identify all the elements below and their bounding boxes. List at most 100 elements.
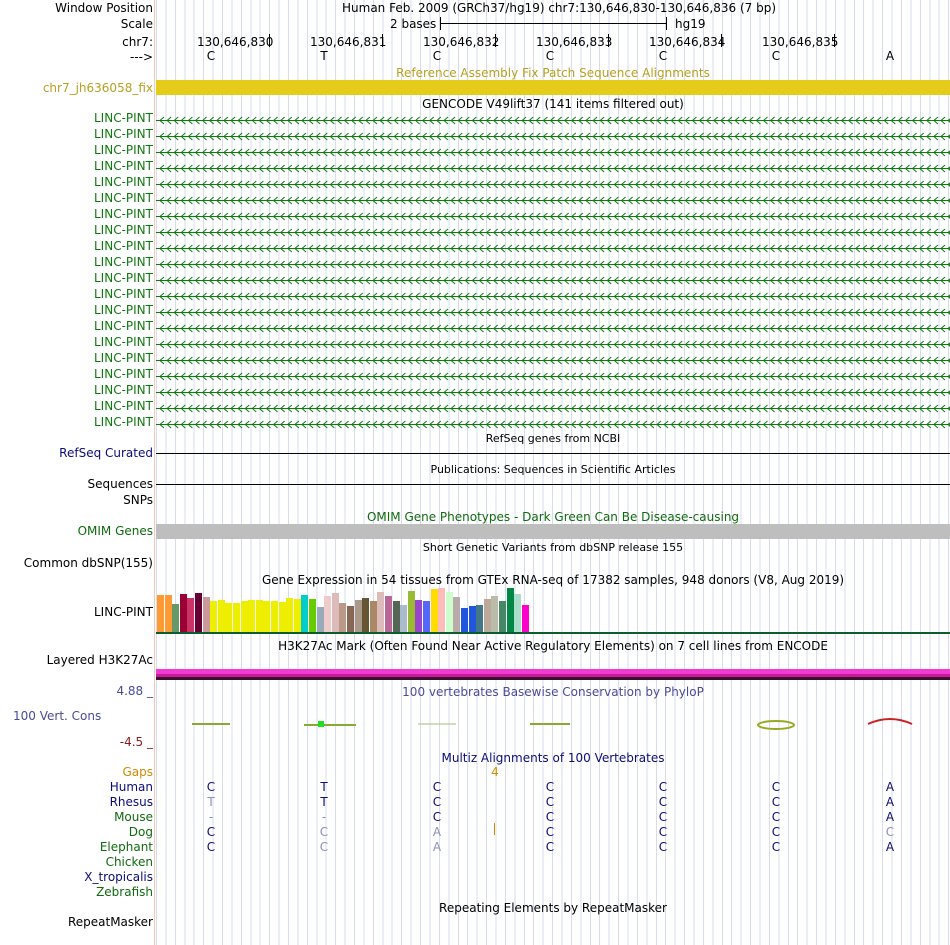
h3k27ac-track-title[interactable]: H3K27Ac Mark (Often Found Near Active Re… [278, 639, 828, 653]
gtex-tissue-bar[interactable] [286, 598, 294, 632]
gtex-tissue-bar[interactable] [172, 604, 180, 632]
gtex-tissue-bar[interactable] [438, 588, 446, 632]
refseq-track-label[interactable]: RefSeq Curated [59, 446, 153, 460]
gtex-tissue-bar[interactable] [248, 600, 256, 632]
gencode-transcript[interactable] [156, 162, 950, 173]
gencode-item-label[interactable]: LINC-PINT [94, 207, 153, 221]
gtex-tissue-bar[interactable] [423, 601, 430, 632]
gtex-tissue-bar[interactable] [233, 603, 240, 632]
gtex-tissue-bar[interactable] [430, 589, 438, 632]
gencode-transcript[interactable] [156, 370, 950, 381]
gtex-tissue-bar[interactable] [164, 595, 172, 632]
gtex-tissue-bar[interactable] [324, 596, 332, 632]
gtex-tissue-bar[interactable] [506, 588, 514, 632]
gencode-transcript[interactable] [156, 354, 950, 365]
refseq-track-title[interactable]: RefSeq genes from NCBI [485, 432, 621, 445]
publications-label[interactable]: Sequences [87, 477, 153, 491]
species-label[interactable]: Zebrafish [96, 885, 153, 899]
species-label[interactable]: Rhesus [109, 795, 153, 809]
gtex-tissue-bar[interactable] [453, 597, 461, 632]
gtex-tissue-bar[interactable] [461, 608, 468, 632]
gtex-track-label[interactable]: LINC-PINT [94, 605, 153, 619]
gtex-tissue-bar[interactable] [377, 592, 385, 632]
gtex-tissue-bar[interactable] [339, 603, 347, 632]
h3k27ac-track-label[interactable]: Layered H3K27Ac [46, 653, 153, 667]
gtex-tissue-bar[interactable] [240, 601, 248, 632]
gtex-tissue-bar[interactable] [347, 606, 354, 632]
gtex-tissue-bar[interactable] [225, 603, 233, 632]
gtex-tissue-bar[interactable] [316, 607, 324, 632]
species-label[interactable]: Human [109, 780, 153, 794]
gtex-tissue-bar[interactable] [217, 600, 225, 632]
species-label[interactable]: Chicken [105, 855, 153, 869]
fix-track-title[interactable]: Reference Assembly Fix Patch Sequence Al… [396, 66, 710, 80]
gencode-transcript[interactable] [156, 338, 950, 349]
gtex-tissue-bar[interactable] [263, 601, 271, 632]
species-label[interactable]: Mouse [114, 810, 153, 824]
dbsnp-track-title[interactable]: Short Genetic Variants from dbSNP releas… [422, 541, 684, 554]
gencode-item-label[interactable]: LINC-PINT [94, 383, 153, 397]
gencode-track-title[interactable]: GENCODE V49lift37 (141 items filtered ou… [422, 97, 684, 111]
gencode-transcript[interactable] [156, 242, 950, 253]
species-label[interactable]: X_tropicalis [84, 870, 153, 884]
gencode-transcript[interactable] [156, 226, 950, 237]
gtex-tissue-bar[interactable] [392, 601, 400, 632]
dbsnp-track-label[interactable]: Common dbSNP(155) [23, 556, 153, 570]
gencode-item-label[interactable]: LINC-PINT [94, 175, 153, 189]
fix-track-label[interactable]: chr7_jh636058_fix [42, 81, 153, 95]
gencode-transcript[interactable] [156, 258, 950, 269]
gencode-item-label[interactable]: LINC-PINT [94, 319, 153, 333]
gtex-tissue-bar[interactable] [331, 593, 339, 632]
gencode-item-label[interactable]: LINC-PINT [94, 399, 153, 413]
gencode-item-label[interactable]: LINC-PINT [94, 335, 153, 349]
gencode-item-label[interactable]: LINC-PINT [94, 127, 153, 141]
gencode-item-label[interactable]: LINC-PINT [94, 143, 153, 157]
omim-track-label[interactable]: OMIM Genes [77, 524, 153, 538]
gencode-item-label[interactable]: LINC-PINT [94, 111, 153, 125]
gtex-tissue-bar[interactable] [468, 606, 476, 632]
gtex-tissue-bar[interactable] [255, 600, 263, 632]
gencode-item-label[interactable]: LINC-PINT [94, 159, 153, 173]
gencode-transcript[interactable] [156, 130, 950, 141]
gtex-tissue-bar[interactable] [187, 598, 195, 632]
conservation-track-title[interactable]: 100 vertebrates Basewise Conservation by… [402, 685, 704, 699]
gtex-tissue-bar[interactable] [293, 599, 301, 632]
gencode-transcript[interactable] [156, 114, 950, 125]
gtex-tissue-bar[interactable] [157, 595, 164, 632]
gencode-transcript[interactable] [156, 402, 950, 413]
multiz-track-title[interactable]: Multiz Alignments of 100 Vertebrates [441, 751, 665, 765]
gtex-tissue-bar[interactable] [385, 596, 392, 632]
gencode-transcript[interactable] [156, 386, 950, 397]
gtex-tissue-bar[interactable] [476, 605, 484, 632]
gencode-transcript[interactable] [156, 418, 950, 429]
gtex-tissue-bar[interactable] [514, 594, 522, 632]
gtex-tissue-bar[interactable] [407, 591, 415, 632]
gtex-tissue-bar[interactable] [400, 605, 408, 632]
omim-phenotype-bar[interactable] [156, 524, 950, 539]
gtex-track-title[interactable]: Gene Expression in 54 tissues from GTEx … [261, 573, 845, 587]
gtex-tissue-bar[interactable] [195, 593, 202, 632]
gencode-transcript[interactable] [156, 194, 950, 205]
gtex-tissue-bar[interactable] [445, 592, 453, 632]
gencode-transcript[interactable] [156, 210, 950, 221]
gencode-item-label[interactable]: LINC-PINT [94, 239, 153, 253]
publications-track-title[interactable]: Publications: Sequences in Scientific Ar… [430, 463, 676, 476]
repeatmasker-track-label[interactable]: RepeatMasker [67, 915, 153, 929]
gencode-transcript[interactable] [156, 306, 950, 317]
gtex-tissue-bar[interactable] [278, 602, 286, 632]
gtex-tissue-bar[interactable] [483, 599, 491, 632]
gencode-item-label[interactable]: LINC-PINT [94, 415, 153, 429]
conservation-wiggle[interactable] [156, 712, 950, 734]
gencode-item-label[interactable]: LINC-PINT [94, 303, 153, 317]
gtex-tissue-bar[interactable] [499, 601, 506, 632]
gencode-transcript[interactable] [156, 290, 950, 301]
species-label[interactable]: Dog [128, 825, 153, 839]
gtex-tissue-bar[interactable] [362, 598, 370, 632]
gtex-tissue-bar[interactable] [354, 600, 362, 632]
gtex-tissue-bar[interactable] [369, 601, 377, 632]
gencode-item-label[interactable]: LINC-PINT [94, 351, 153, 365]
conservation-track-label[interactable]: 100 Vert. Cons [13, 709, 102, 723]
gtex-tissue-bar[interactable] [179, 594, 187, 632]
gtex-tissue-bar[interactable] [415, 600, 423, 632]
